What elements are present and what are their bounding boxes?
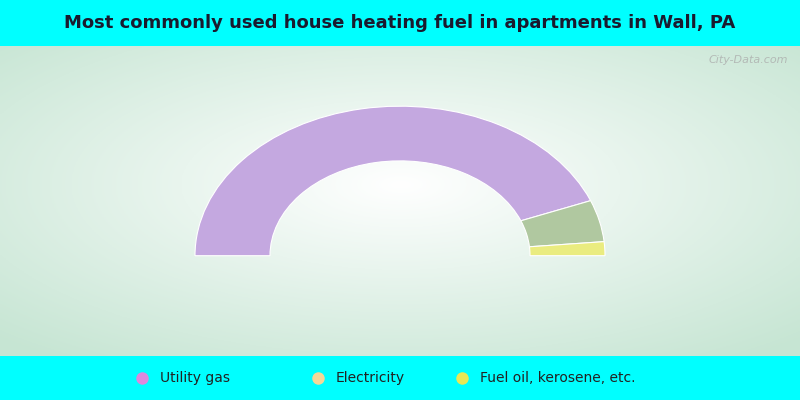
Text: Electricity: Electricity: [336, 371, 405, 385]
Text: Utility gas: Utility gas: [160, 371, 230, 385]
Text: Most commonly used house heating fuel in apartments in Wall, PA: Most commonly used house heating fuel in…: [64, 14, 736, 32]
Text: Fuel oil, kerosene, etc.: Fuel oil, kerosene, etc.: [480, 371, 635, 385]
Text: City-Data.com: City-Data.com: [709, 55, 788, 65]
Wedge shape: [521, 201, 604, 247]
Wedge shape: [195, 106, 590, 256]
Wedge shape: [530, 242, 605, 256]
